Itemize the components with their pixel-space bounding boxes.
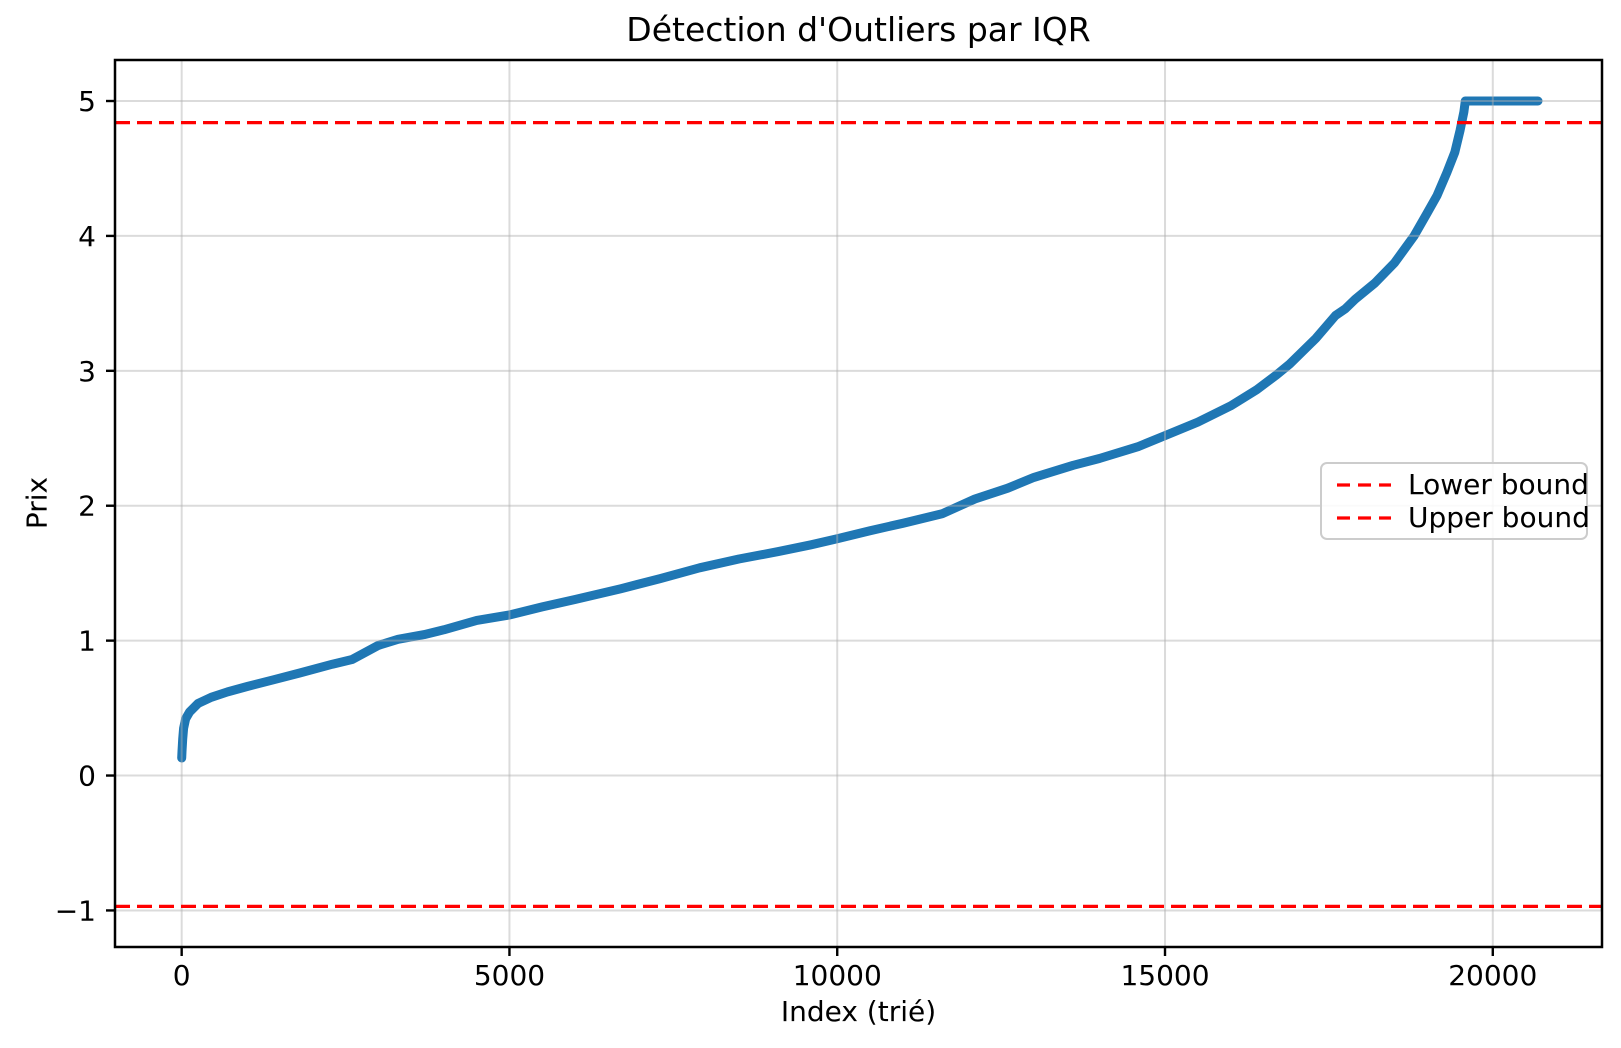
legend-entry-upper-bound: Upper bound: [1336, 502, 1590, 533]
x-tick-label: 20000: [1448, 959, 1537, 992]
series-line-prix-tries: [177, 96, 1543, 763]
x-tick-label: 15000: [1120, 959, 1209, 992]
chart-title: Détection d'Outliers par IQR: [626, 10, 1091, 49]
legend-label-upper: Upper bound: [1408, 500, 1590, 534]
red-dashed-line-sample: [1337, 515, 1391, 520]
axes-frame: [113, 58, 1604, 949]
y-tick-label: 4: [78, 220, 96, 253]
y-axis-label: Prix: [20, 476, 54, 530]
legend: Lower bound Upper bound: [1320, 462, 1590, 540]
red-dashed-line-sample: [1337, 482, 1391, 487]
x-tick-label: 0: [173, 959, 191, 992]
x-tick-label: 5000: [474, 959, 545, 992]
y-tick-label: 2: [78, 490, 96, 523]
legend-entry-lower-bound: Lower bound: [1336, 467, 1589, 501]
legend-label-lower: Lower bound: [1408, 467, 1589, 501]
x-axis-label: Index (trié): [780, 995, 937, 1028]
y-tick-label: 0: [78, 760, 96, 793]
y-tick-label: 3: [78, 355, 96, 388]
y-tick-label: −1: [55, 894, 96, 927]
y-tick-label: 1: [78, 625, 96, 658]
x-tick-label: 10000: [793, 959, 882, 992]
y-tick-label: 5: [78, 85, 96, 118]
